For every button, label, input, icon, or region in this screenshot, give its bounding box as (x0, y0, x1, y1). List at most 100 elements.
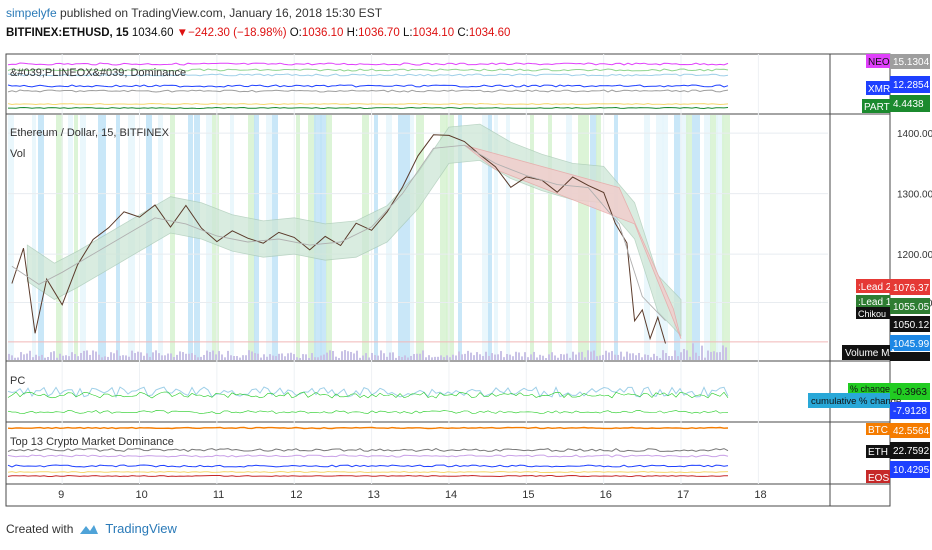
volume-bar (224, 357, 226, 360)
x-tick-label: 12 (290, 489, 302, 501)
volume-bar (221, 354, 223, 360)
svg-text:Chikou: Chikou (858, 309, 886, 319)
volume-bar (86, 350, 88, 360)
volume-bar (302, 354, 304, 360)
volume-bar (131, 350, 133, 360)
x-tick-label: 13 (368, 489, 380, 501)
volume-bar (338, 357, 340, 360)
volume-bar (146, 353, 148, 360)
volume-bar (662, 350, 664, 360)
symbol-name[interactable]: BITFINEX:ETHUSD, 15 (6, 27, 129, 39)
volume-bar (584, 357, 586, 360)
volume-bar (158, 353, 160, 360)
volume-bar (92, 350, 94, 360)
volume-bar (713, 351, 715, 360)
volume-bar (311, 353, 313, 360)
volume-bar (176, 354, 178, 360)
volume-bar (296, 357, 298, 360)
volume-bar (266, 356, 268, 360)
background-band (692, 115, 700, 360)
volume-bar (557, 357, 559, 360)
svg-text:-7.9128: -7.9128 (893, 406, 927, 417)
volume-bar (242, 355, 244, 360)
x-tick-label: 16 (600, 489, 612, 501)
volume-bar (470, 352, 472, 360)
y-tick-label: 1300.00 (897, 190, 932, 201)
volume-bar (404, 355, 406, 360)
volume-bar (578, 352, 580, 360)
volume-bar (524, 352, 526, 360)
tag-chikou: Chikou 1050.12 (856, 307, 930, 332)
volume-bar (107, 356, 109, 360)
volume-bar (344, 350, 346, 360)
volume-bar (179, 351, 181, 360)
volume-bar (188, 353, 190, 360)
volume-bar (647, 354, 649, 360)
volume-bar (314, 357, 316, 360)
top-dominance-title: &#039;PLINEOX&#039; Dominance (10, 67, 186, 79)
background-band (566, 115, 572, 360)
svg-text:1045.99: 1045.99 (893, 339, 930, 350)
volume-bar (155, 350, 157, 360)
bottom-dominance-lines (7, 426, 729, 478)
volume-bar (164, 355, 166, 360)
volume-bar (689, 356, 691, 360)
volume-bar (248, 350, 250, 360)
volume-bar (596, 356, 598, 360)
background-band (644, 115, 650, 360)
background-band (686, 115, 692, 360)
volume-bar (701, 345, 703, 360)
svg-text:1076.37: 1076.37 (893, 283, 930, 294)
background-band (446, 115, 454, 360)
volume-bar (14, 357, 16, 360)
volume-bar (716, 352, 718, 360)
volume-bar (197, 357, 199, 360)
volume-bar (440, 355, 442, 360)
background-band (506, 115, 510, 360)
author-link[interactable]: simpelyfe (6, 6, 57, 20)
svg-text:-0.3963: -0.3963 (893, 387, 927, 398)
volume-bar (35, 354, 37, 360)
volume-bar (206, 350, 208, 360)
x-tick-label: 9 (58, 489, 64, 501)
volume-bar (554, 355, 556, 360)
volume-bar (11, 355, 13, 360)
volume-bar (371, 352, 373, 360)
background-band (56, 115, 63, 360)
x-tick-label: 17 (677, 489, 689, 501)
volume-bar (680, 352, 682, 360)
volume-bar (341, 351, 343, 360)
volume-bar (53, 351, 55, 360)
price-change: −242.30 (−18.98%) (188, 27, 287, 39)
volume-bar (44, 357, 46, 360)
volume-bar (116, 350, 118, 360)
background-band (584, 115, 589, 360)
x-tick-label: 11 (213, 489, 224, 501)
tradingview-brand[interactable]: TradingView (105, 521, 177, 536)
volume-bar (305, 354, 307, 360)
volume-bar (119, 355, 121, 360)
dominance-line (7, 68, 729, 72)
volume-bar (629, 353, 631, 360)
volume-bar (32, 357, 34, 360)
tag-pct-change: % change -0.3963 (848, 383, 930, 400)
volume-bar (638, 352, 640, 360)
volume-bar (101, 357, 103, 360)
volume-bar (536, 357, 538, 360)
pc-line (7, 410, 729, 414)
x-tick-label: 15 (522, 489, 534, 501)
volume-bar (401, 357, 403, 360)
background-band (416, 115, 424, 360)
volume-bar (269, 354, 271, 360)
volume-bar (194, 354, 196, 360)
background-band (440, 115, 447, 360)
y-tick-label: 1400.00 (897, 129, 932, 140)
footer: Created with TradingView (6, 521, 177, 536)
volume-bar (416, 353, 418, 360)
volume-bar (122, 355, 124, 360)
tradingview-logo-icon[interactable] (79, 522, 99, 536)
volume-bar (572, 351, 574, 360)
tag-lead1: :Lead 1 1055.05 (856, 295, 930, 314)
volume-bar (263, 354, 265, 360)
